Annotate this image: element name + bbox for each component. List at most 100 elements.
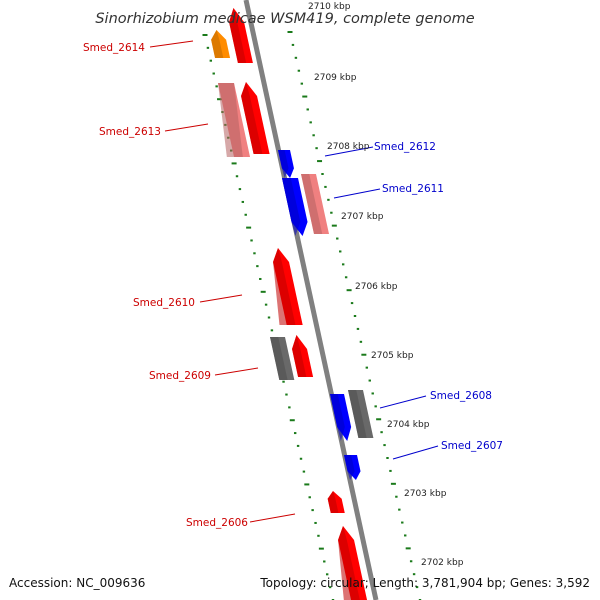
gene-arrow-blue (330, 394, 352, 441)
gene-label[interactable]: Smed_2609 (149, 370, 211, 382)
kbp-label: 2706 kbp (355, 282, 398, 292)
tick-mark-right (302, 95, 308, 98)
gene-arrow-red (327, 491, 345, 513)
tick-mark-right (344, 276, 348, 279)
tick-mark-right (365, 366, 369, 369)
tick-mark-right (331, 224, 337, 227)
tick-mark-right (374, 405, 377, 408)
tick-mark-left (231, 162, 237, 165)
tick-mark-right (404, 534, 407, 537)
kbp-label: 2709 kbp (314, 73, 357, 83)
gene-arrow-red (229, 8, 253, 63)
label-connector-line (249, 513, 296, 523)
tick-mark-left (244, 213, 247, 216)
tick-mark-right (324, 185, 327, 188)
tick-mark-left (282, 380, 285, 383)
tick-mark-right (405, 547, 411, 550)
label-connector-line (149, 40, 194, 48)
tick-mark-left (212, 72, 215, 75)
tick-mark-left (267, 316, 271, 319)
tick-mark-right (401, 521, 404, 524)
tick-mark-left (293, 432, 297, 435)
tick-mark-left (285, 393, 288, 396)
tick-mark-right (341, 263, 345, 266)
gene-box-gray (270, 337, 295, 380)
tick-mark-right (409, 560, 413, 563)
tick-marks-right (287, 31, 422, 600)
kbp-label: 2707 kbp (341, 212, 384, 222)
tick-mark-right (312, 134, 315, 137)
gene-arrow-red (292, 335, 314, 377)
kbp-label: 2704 kbp (387, 420, 430, 430)
tick-mark-left (235, 175, 239, 178)
tick-mark-left (302, 470, 306, 473)
gene-arrow-red (241, 82, 270, 154)
tick-mark-right (415, 586, 419, 589)
kbp-label: 2705 kbp (371, 351, 414, 361)
tick-mark-left (308, 496, 311, 499)
tick-mark-right (371, 392, 374, 395)
accession-text: Accession: NC_009636 (9, 576, 145, 590)
gene-label[interactable]: Smed_2606 (186, 517, 248, 529)
tick-mark-right (353, 315, 357, 317)
genome-backbone (243, 0, 379, 600)
gene-arrow-red (338, 526, 368, 600)
tick-mark-right (321, 173, 324, 175)
tick-mark-left (238, 188, 242, 191)
tick-mark-left (289, 419, 295, 422)
label-connector-line (333, 188, 381, 199)
tick-mark-right (287, 31, 293, 33)
tick-mark-left (241, 200, 245, 203)
tick-mark-right (386, 457, 389, 459)
tick-mark-left (270, 329, 274, 332)
label-connector-line (164, 123, 209, 132)
tick-mark-right (390, 482, 396, 485)
tick-mark-right (412, 573, 416, 576)
tick-mark-right (327, 198, 330, 201)
gene-label[interactable]: Smed_2608 (430, 390, 492, 402)
tick-mark-left (260, 290, 266, 293)
tick-mark-right (350, 302, 354, 305)
tick-mark-left (215, 85, 218, 88)
tick-mark-right (359, 340, 363, 343)
tick-mark-right (395, 495, 398, 498)
tick-mark-left (217, 98, 223, 101)
tick-mark-right (356, 327, 360, 330)
gene-label[interactable]: Smed_2614 (83, 42, 145, 54)
tick-mark-right (294, 56, 298, 59)
gene-label[interactable]: Smed_2611 (382, 183, 444, 195)
tick-mark-left (209, 59, 213, 62)
gene-label[interactable]: Smed_2610 (133, 297, 195, 309)
tick-mark-right (315, 147, 318, 150)
tick-mark-right (368, 379, 371, 382)
tick-mark-right (297, 69, 301, 72)
tick-mark-right (398, 508, 401, 511)
tick-mark-left (318, 547, 324, 550)
tick-mark-left (325, 573, 329, 576)
kbp-label: 2710 kbp (308, 2, 351, 12)
gene-features (211, 8, 374, 600)
tick-mark-right (291, 43, 295, 46)
tick-mark-left (296, 444, 300, 447)
gene-arrow-red (273, 248, 303, 325)
gene-label[interactable]: Smed_2607 (441, 440, 503, 452)
label-connector-line (379, 395, 427, 409)
tick-mark-right (300, 82, 304, 85)
tick-mark-right (306, 108, 309, 111)
tick-mark-left (256, 265, 259, 268)
label-connector-line (199, 294, 243, 303)
label-connectors (149, 40, 439, 523)
tick-mark-left (317, 534, 320, 537)
gene-label[interactable]: Smed_2612 (374, 141, 436, 153)
gene-arrow-blue (344, 455, 361, 480)
gene-label[interactable]: Smed_2613 (99, 126, 161, 138)
tick-mark-right (380, 431, 383, 434)
tick-mark-left (202, 34, 208, 36)
tick-mark-right (361, 353, 367, 356)
tick-mark-right (317, 160, 323, 163)
tick-mark-right (339, 250, 342, 253)
tick-mark-right (389, 469, 392, 472)
tick-mark-right (336, 237, 339, 240)
kbp-labels: 2710 kbp 2709 kbp 2708 kbp 2707 kbp 2706 kbp… (308, 2, 464, 568)
